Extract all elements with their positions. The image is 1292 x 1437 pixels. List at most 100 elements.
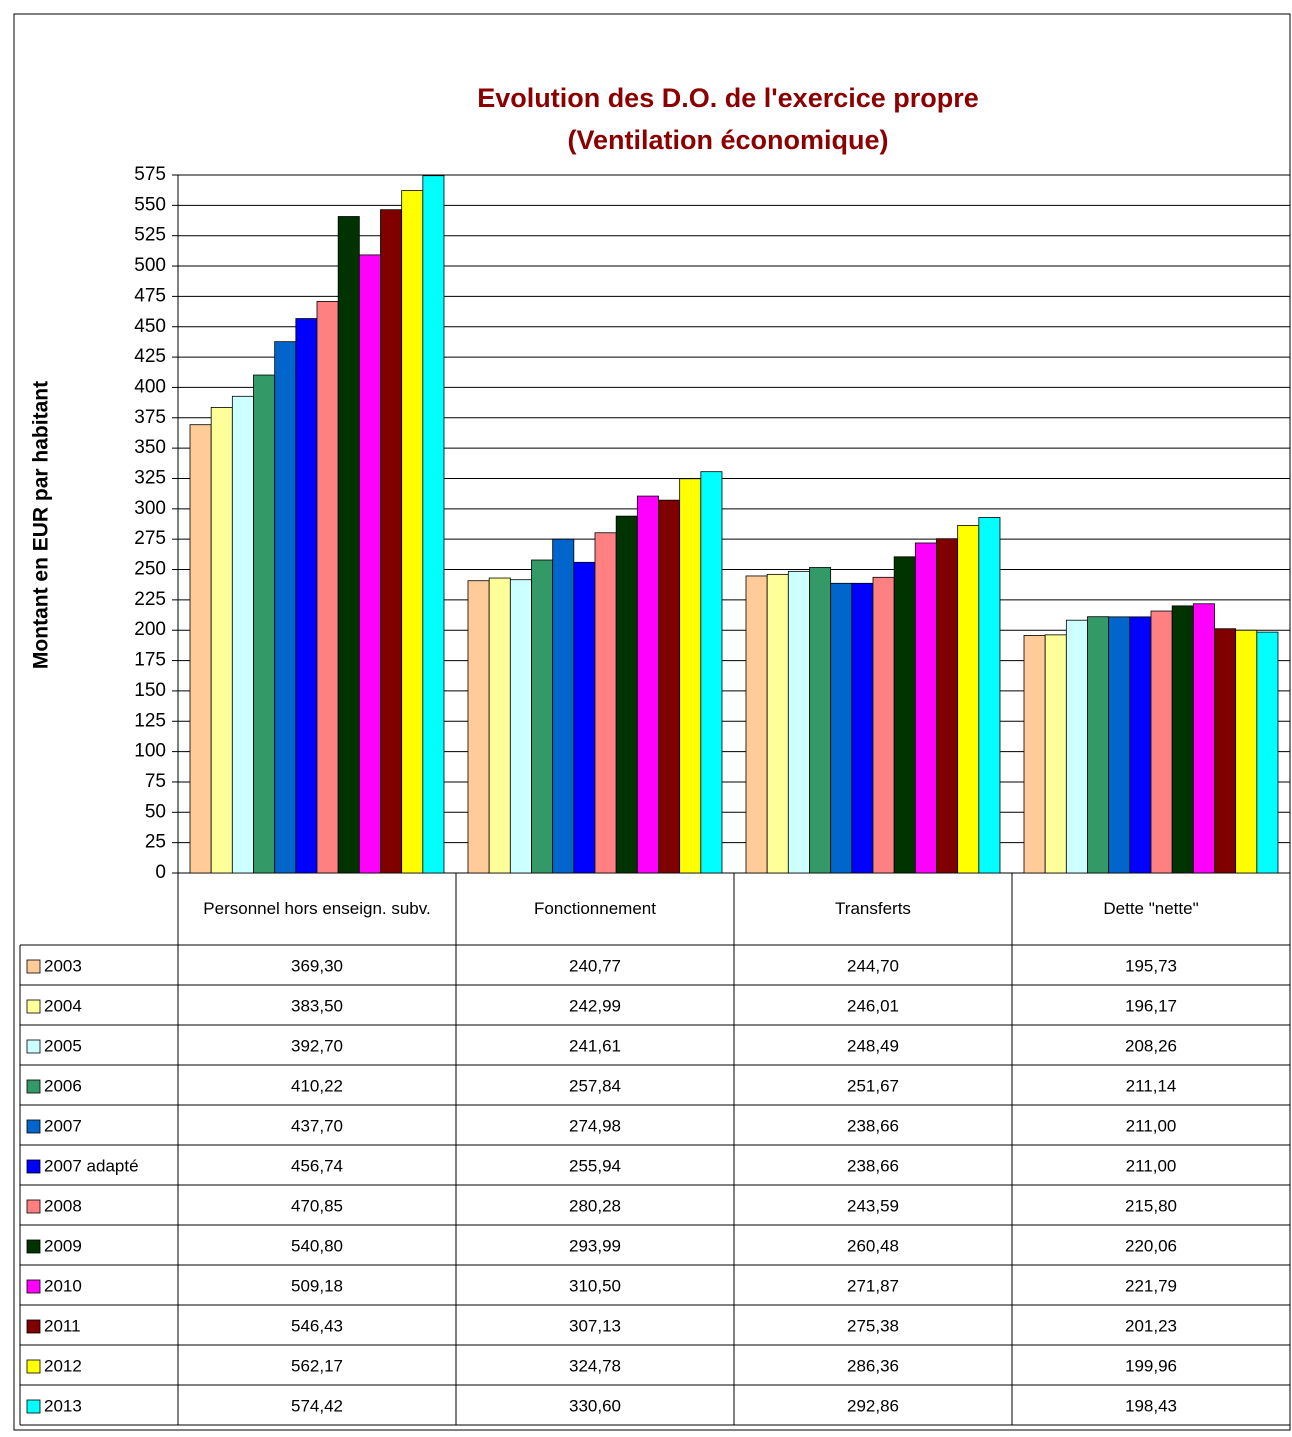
table-value: 470,85 — [291, 1196, 343, 1215]
legend-swatch — [26, 1159, 41, 1174]
bar — [274, 341, 297, 874]
legend-swatch — [26, 1359, 41, 1374]
x-tick-label: Transferts — [835, 899, 911, 918]
table-value: 208,26 — [1125, 1036, 1177, 1055]
y-axis-label: Montant en EUR par habitant — [30, 381, 53, 669]
legend-swatch — [26, 959, 41, 974]
table-value: 257,84 — [569, 1076, 621, 1095]
y-tick-label: 175 — [134, 650, 166, 671]
bar — [488, 577, 511, 874]
bar — [809, 567, 832, 874]
bar — [1235, 629, 1258, 874]
bar — [872, 576, 895, 874]
table-value: 307,13 — [569, 1316, 621, 1335]
y-tick-label: 200 — [134, 619, 166, 640]
y-tick-label: 250 — [134, 559, 166, 580]
legend-label: 2003 — [44, 956, 82, 975]
legend-label: 2007 adapté — [44, 1156, 139, 1175]
table-value: 238,66 — [847, 1116, 899, 1135]
bar — [851, 582, 874, 874]
table-value: 410,22 — [291, 1076, 343, 1095]
table-value: 437,70 — [291, 1116, 343, 1135]
bar — [679, 478, 702, 874]
bar — [1150, 610, 1173, 874]
x-tick-label: Fonctionnement — [534, 899, 656, 918]
bar — [552, 538, 575, 874]
bar — [253, 374, 276, 874]
table-value: 248,49 — [847, 1036, 899, 1055]
y-tick-label: 525 — [134, 225, 166, 246]
table-value: 383,50 — [291, 996, 343, 1015]
y-tick-label: 150 — [134, 680, 166, 701]
table-value: 293,99 — [569, 1236, 621, 1255]
legend-label: 2006 — [44, 1076, 82, 1095]
table-value: 271,87 — [847, 1276, 899, 1295]
y-tick-label: 225 — [134, 589, 166, 610]
bar — [636, 495, 659, 874]
bar — [978, 517, 1001, 874]
y-tick-label: 575 — [134, 164, 166, 185]
legend-label: 2011 — [44, 1316, 81, 1335]
table-value: 540,80 — [291, 1236, 343, 1255]
legend-swatch — [26, 1239, 41, 1254]
bar — [1023, 635, 1046, 874]
legend-swatch — [26, 1319, 41, 1334]
y-tick-label: 300 — [134, 498, 166, 519]
y-tick-label: 425 — [134, 346, 166, 367]
bar — [700, 471, 723, 874]
table-value: 310,50 — [569, 1276, 621, 1295]
table-value: 574,42 — [291, 1396, 343, 1415]
bar — [1171, 605, 1194, 874]
legend-swatch — [26, 1079, 41, 1094]
bar — [1108, 616, 1131, 874]
bar — [658, 499, 681, 874]
bar — [358, 254, 381, 874]
table-value: 244,70 — [847, 956, 899, 975]
legend-label: 2004 — [44, 996, 82, 1015]
y-tick-label: 25 — [145, 832, 166, 853]
legend-swatch — [26, 1039, 41, 1054]
bar — [210, 407, 233, 874]
bar — [1044, 634, 1067, 874]
legend-label: 2010 — [44, 1276, 82, 1295]
bar — [615, 515, 638, 874]
legend-swatch — [26, 1399, 41, 1414]
bar — [337, 216, 360, 874]
bar — [189, 424, 212, 874]
table-value: 211,14 — [1126, 1076, 1177, 1095]
chart-subtitle: (Ventilation économique) — [567, 125, 888, 155]
y-tick-label: 550 — [134, 194, 166, 215]
table-value: 369,30 — [291, 956, 343, 975]
legend-swatch — [26, 1119, 41, 1134]
bar — [594, 532, 617, 874]
bar — [1214, 628, 1237, 874]
bar — [957, 524, 980, 874]
table-value: 241,61 — [569, 1036, 621, 1055]
legend-label: 2008 — [44, 1196, 82, 1215]
table-value: 330,60 — [569, 1396, 621, 1415]
table-value: 211,00 — [1126, 1116, 1177, 1135]
legend-label: 2009 — [44, 1236, 82, 1255]
category-cell: Dette "nette" — [1103, 899, 1198, 918]
legend-swatch — [26, 1279, 41, 1294]
y-tick-label: 400 — [134, 376, 166, 397]
y-tick-label: 350 — [134, 437, 166, 458]
table-value: 198,43 — [1125, 1396, 1177, 1415]
bar — [509, 579, 532, 874]
bar — [1087, 616, 1110, 874]
bar — [231, 395, 254, 874]
bar — [401, 190, 424, 874]
table-value: 238,66 — [847, 1156, 899, 1175]
bar — [787, 570, 810, 874]
y-tick-label: 475 — [134, 285, 166, 306]
y-tick-label: 325 — [134, 467, 166, 488]
bar — [467, 580, 490, 874]
bar — [295, 318, 318, 874]
bar — [422, 175, 445, 874]
legend-swatch — [26, 1199, 41, 1214]
y-tick-label: 275 — [134, 528, 166, 549]
table-value: 221,79 — [1125, 1276, 1177, 1295]
y-tick-label: 125 — [134, 710, 166, 731]
table-value: 220,06 — [1125, 1236, 1177, 1255]
y-tick-label: 450 — [134, 316, 166, 337]
